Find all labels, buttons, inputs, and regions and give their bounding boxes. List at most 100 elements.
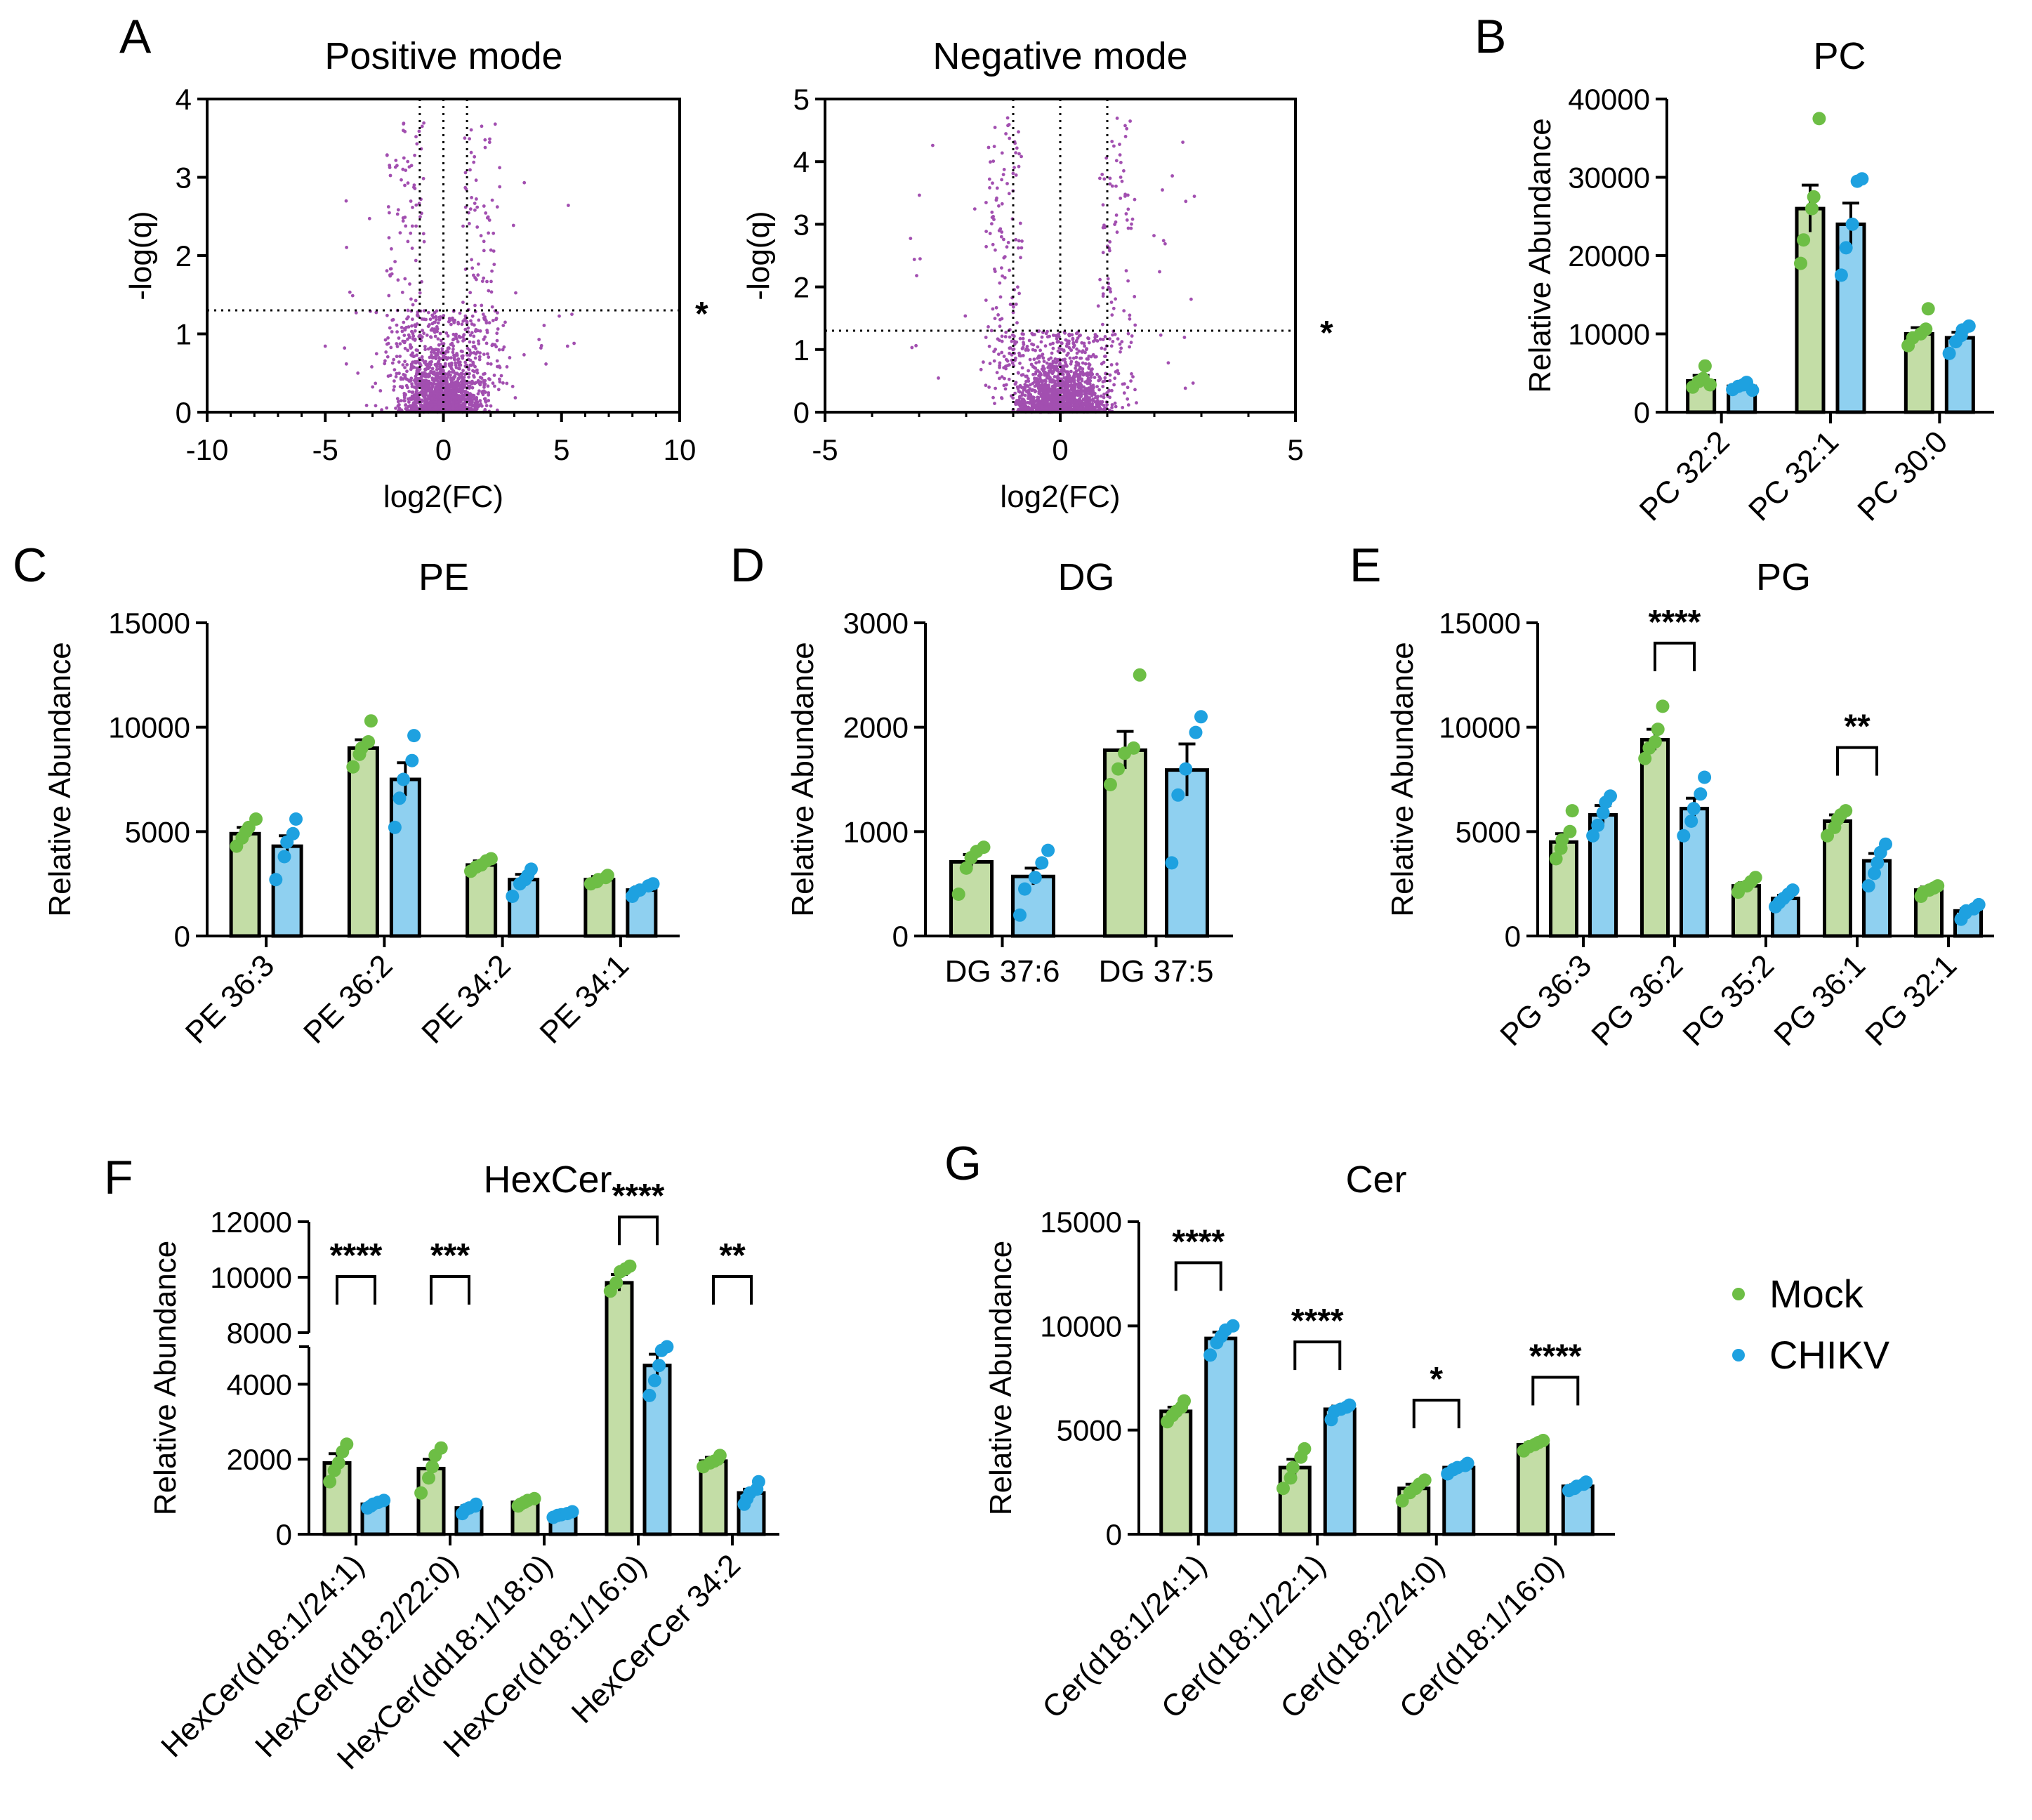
- volcano-point: [408, 396, 412, 400]
- volcano-point: [417, 376, 421, 381]
- volcano-point: [1043, 382, 1048, 386]
- volcano-point: [414, 374, 418, 378]
- volcano-point: [1079, 405, 1083, 409]
- volcano-point: [1115, 362, 1119, 366]
- volcano-point: [987, 325, 990, 329]
- volcano-point: [461, 369, 465, 373]
- volcano-point: [1126, 397, 1130, 401]
- volcano-point: [472, 273, 475, 277]
- volcano-point: [1085, 379, 1089, 383]
- volcano-point: [1028, 357, 1032, 362]
- volcano-point: [436, 350, 440, 353]
- y-tick-label: 2000: [843, 711, 909, 744]
- volcano-point: [1189, 297, 1193, 301]
- volcano-point: [1058, 383, 1062, 387]
- volcano-point: [1159, 333, 1163, 337]
- legend-dot-mock: [1732, 1288, 1745, 1300]
- chart-title: HexCer: [483, 1159, 612, 1201]
- volcano-point: [1166, 361, 1170, 365]
- volcano-point: [1065, 379, 1069, 383]
- data-point-chikv: [397, 772, 410, 786]
- data-point-chikv: [1786, 883, 1800, 897]
- data-point-mock: [249, 812, 263, 826]
- volcano-point: [1091, 390, 1095, 394]
- volcano-point: [1045, 395, 1049, 399]
- y-tick-label: 4: [176, 83, 192, 116]
- volcano-point: [1067, 394, 1071, 398]
- volcano-point: [1110, 406, 1114, 409]
- volcano-point: [1055, 383, 1060, 387]
- volcano-point: [1052, 364, 1056, 369]
- y-tick-label: 3000: [843, 607, 909, 640]
- volcano-point: [1111, 340, 1115, 343]
- volcano-point: [1086, 371, 1090, 375]
- significance-label: ****: [1529, 1338, 1582, 1376]
- volcano-point: [912, 258, 916, 261]
- volcano-point: [354, 311, 358, 315]
- volcano-point: [468, 137, 471, 141]
- volcano-point: [440, 342, 444, 345]
- volcano-point: [443, 363, 447, 367]
- significance-bracket: [1836, 746, 1878, 776]
- volcano-point: [458, 363, 462, 367]
- volcano-point: [1021, 336, 1025, 341]
- volcano-point: [499, 374, 503, 378]
- volcano-point: [1093, 405, 1097, 409]
- volcano-point: [399, 399, 403, 402]
- volcano-point: [984, 383, 988, 388]
- volcano-point: [409, 404, 413, 408]
- volcano-point: [1003, 335, 1008, 338]
- volcano-point: [1012, 166, 1016, 170]
- volcano-point: [387, 294, 391, 298]
- volcano-point: [374, 352, 378, 356]
- volcano-point: [433, 400, 437, 404]
- y-axis-label: -log(q): [124, 211, 158, 300]
- data-point-chikv: [1179, 762, 1193, 776]
- volcano-point: [1019, 256, 1022, 260]
- volcano-point: [542, 324, 546, 327]
- volcano-point: [1108, 378, 1112, 383]
- volcano-point: [402, 373, 406, 376]
- volcano-point: [1129, 341, 1133, 345]
- volcano-point: [1021, 354, 1025, 357]
- volcano-point: [473, 303, 477, 308]
- volcano-point: [1081, 367, 1085, 371]
- volcano-point: [994, 348, 997, 351]
- volcano-point: [1161, 239, 1166, 243]
- volcano-point: [1083, 393, 1088, 397]
- volcano-point: [1118, 342, 1122, 346]
- volcano-point: [510, 385, 515, 388]
- volcano-point: [430, 350, 433, 355]
- volcano-point: [1071, 336, 1075, 341]
- volcano-point: [1130, 217, 1135, 221]
- volcano-point: [1184, 199, 1188, 204]
- volcano-point: [444, 395, 447, 399]
- volcano-point: [909, 237, 913, 240]
- significance-label: **: [1844, 708, 1871, 746]
- volcano-point: [1020, 154, 1023, 159]
- volcano-point: [435, 389, 440, 393]
- volcano-point: [501, 348, 505, 352]
- volcano-point: [1101, 294, 1105, 298]
- volcano-point: [979, 367, 983, 371]
- volcano-point: [466, 353, 469, 357]
- volcano-point: [1013, 382, 1017, 386]
- y-tick-label: 10000: [108, 711, 190, 744]
- volcano-point: [989, 160, 992, 164]
- significance-bracket: [1531, 1376, 1580, 1406]
- volcano-point: [400, 178, 403, 182]
- volcano-point: [1039, 378, 1043, 383]
- volcano-point: [1081, 361, 1085, 365]
- volcano-point: [987, 177, 991, 181]
- volcano-point: [484, 211, 488, 215]
- volcano-point: [1110, 140, 1114, 143]
- volcano-point: [477, 357, 482, 362]
- volcano-point: [414, 298, 418, 303]
- volcano-point: [468, 371, 471, 376]
- y-tick-label: 5000: [1456, 815, 1521, 848]
- volcano-point: [1115, 230, 1119, 235]
- volcano-point: [1034, 389, 1038, 393]
- volcano-point: [443, 388, 447, 393]
- volcano-point: [388, 173, 392, 178]
- volcano-point: [345, 246, 348, 249]
